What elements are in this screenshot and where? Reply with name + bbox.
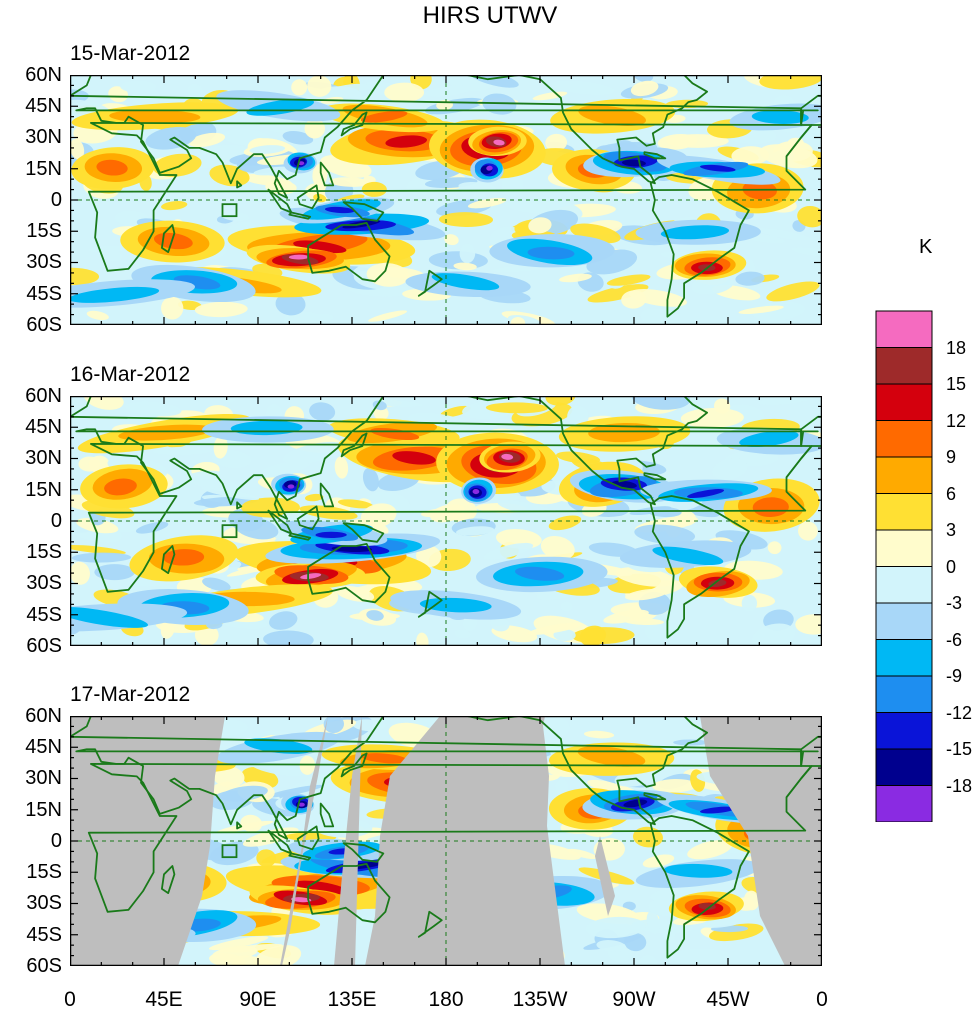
lat-label: 0 [50,510,62,532]
colorbar-swatch [875,712,933,750]
lat-label: 15N [25,479,62,501]
colorbar-swatch [875,566,933,604]
lat-label: 15S [26,861,62,883]
colorbar-swatch [875,675,933,713]
lat-label: 30S [26,572,62,594]
lon-label: 45W [706,988,750,1011]
colorbar-label: -9 [946,666,963,686]
colorbar-swatch [875,639,933,677]
lat-label: 15N [25,799,62,821]
coastlines [70,396,822,639]
colorbar-swatch [875,420,933,458]
colorbar-label: 0 [946,557,957,577]
lat-label: 30N [25,767,62,789]
map-panel-3 [70,716,822,966]
map-panel-1 [70,75,822,325]
colorbar-label: 6 [946,484,957,504]
lat-label: 60N [25,385,62,407]
anomaly-field [70,396,822,646]
lat-label: 30N [25,447,62,469]
lat-label: 60N [25,705,62,727]
coastlines [70,716,822,959]
figure-title: HIRS UTWV [422,2,558,29]
colorbar-label: -3 [946,593,963,613]
lat-label: 0 [50,189,62,211]
colorbar-label: -18 [946,776,973,796]
colorbar-swatch [875,310,933,348]
colorbar-label: 3 [946,520,957,540]
lat-label: 15S [26,220,62,242]
colorbar-swatch [875,529,933,567]
panel-1-date: 15-Mar-2012 [70,42,191,65]
lat-label: 60S [26,635,62,657]
colorbar-swatch [875,456,933,494]
colorbar-label: 18 [946,338,967,358]
lat-label: 60S [26,955,62,977]
panel-3-date: 17-Mar-2012 [70,683,191,706]
colorbar-label: 15 [946,374,967,394]
lon-label: 135E [327,988,377,1011]
lon-label: 0 [816,988,828,1011]
colorbar-swatch [875,347,933,385]
lat-label: 45N [25,736,62,758]
colorbar-swatch [875,785,933,822]
lon-label: 90E [239,988,277,1011]
colorbar-label: -6 [946,630,963,650]
map-panel-2 [70,396,822,646]
lat-label: 45S [26,283,62,305]
lat-label: 60N [25,64,62,86]
lon-label: 135W [512,988,568,1011]
lat-label: 60S [26,314,62,336]
lat-label: 45S [26,924,62,946]
colorbar-unit: K [919,236,933,258]
colorbar-label: 9 [946,447,957,467]
lat-label: 15S [26,541,62,563]
colorbar-swatch [875,602,933,640]
lon-label: 0 [64,988,76,1011]
colorbar-label: -15 [946,739,973,759]
colorbar-label: -12 [946,703,973,723]
colorbar [875,310,933,822]
lon-label: 45E [145,988,183,1011]
colorbar-swatch [875,493,933,531]
lon-label: 90W [612,988,656,1011]
colorbar-swatch [875,748,933,786]
lat-label: 45N [25,416,62,438]
lon-label: 180 [428,988,464,1011]
colorbar-swatch [875,383,933,421]
lat-label: 15N [25,158,62,180]
lat-label: 30N [25,126,62,148]
lat-label: 45N [25,95,62,117]
colorbar-label: 12 [946,411,967,431]
lat-label: 30S [26,892,62,914]
panel-2-date: 16-Mar-2012 [70,363,191,386]
lat-label: 0 [50,830,62,852]
lat-label: 45S [26,604,62,626]
lat-label: 30S [26,251,62,273]
